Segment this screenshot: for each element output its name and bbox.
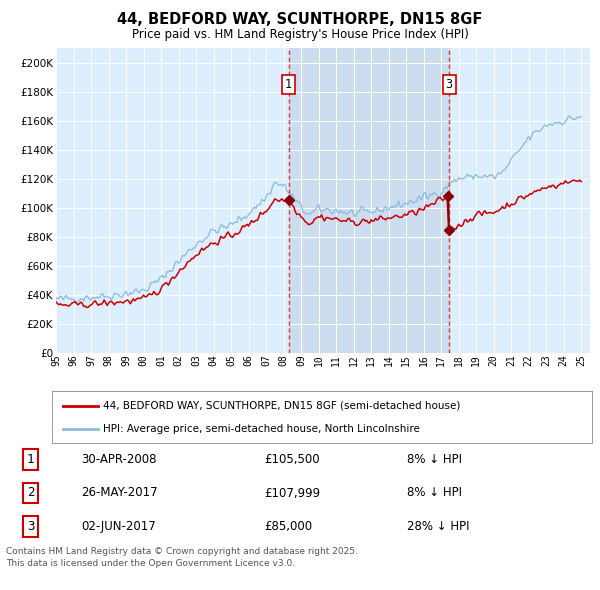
Text: £107,999: £107,999 bbox=[265, 487, 320, 500]
Text: 28% ↓ HPI: 28% ↓ HPI bbox=[407, 520, 469, 533]
Bar bbox=[289, 48, 449, 353]
Text: £105,500: £105,500 bbox=[265, 453, 320, 466]
Text: 26-MAY-2017: 26-MAY-2017 bbox=[81, 487, 158, 500]
Text: 44, BEDFORD WAY, SCUNTHORPE, DN15 8GF: 44, BEDFORD WAY, SCUNTHORPE, DN15 8GF bbox=[118, 12, 482, 27]
Text: 1: 1 bbox=[285, 78, 292, 91]
Text: 3: 3 bbox=[27, 520, 34, 533]
Text: 3: 3 bbox=[445, 78, 452, 91]
Text: Price paid vs. HM Land Registry's House Price Index (HPI): Price paid vs. HM Land Registry's House … bbox=[131, 28, 469, 41]
Text: 44, BEDFORD WAY, SCUNTHORPE, DN15 8GF (semi-detached house): 44, BEDFORD WAY, SCUNTHORPE, DN15 8GF (s… bbox=[103, 401, 461, 411]
Text: 8% ↓ HPI: 8% ↓ HPI bbox=[407, 487, 461, 500]
Text: 30-APR-2008: 30-APR-2008 bbox=[81, 453, 157, 466]
Text: 8% ↓ HPI: 8% ↓ HPI bbox=[407, 453, 461, 466]
Text: HPI: Average price, semi-detached house, North Lincolnshire: HPI: Average price, semi-detached house,… bbox=[103, 424, 420, 434]
Text: £85,000: £85,000 bbox=[265, 520, 313, 533]
Text: 02-JUN-2017: 02-JUN-2017 bbox=[81, 520, 156, 533]
Text: Contains HM Land Registry data © Crown copyright and database right 2025.
This d: Contains HM Land Registry data © Crown c… bbox=[6, 547, 358, 569]
Text: 1: 1 bbox=[27, 453, 34, 466]
Text: 2: 2 bbox=[27, 487, 34, 500]
